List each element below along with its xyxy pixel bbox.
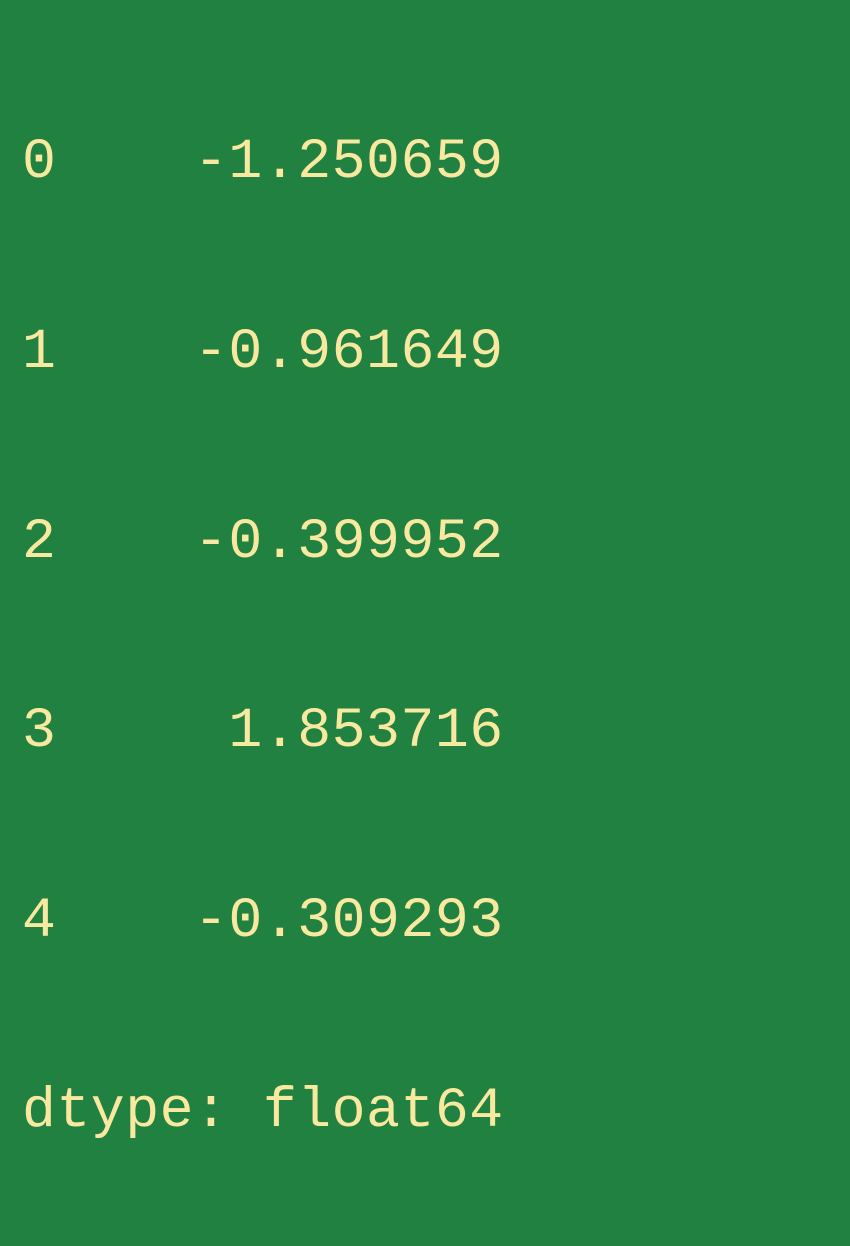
series-value: -0.961649 bbox=[194, 305, 504, 400]
console-output: 0 -1.250659 1 -0.961649 2 -0.399952 3 1.… bbox=[0, 0, 850, 1246]
series-index: 4 bbox=[22, 874, 56, 969]
dtype-line: dtype: float64 bbox=[22, 1064, 850, 1159]
series-head-row: 4 -0.309293 bbox=[22, 874, 850, 969]
series-value: 1.853716 bbox=[194, 684, 504, 779]
series-head-row: 3 1.853716 bbox=[22, 684, 850, 779]
series-head-row: 0 -1.250659 bbox=[22, 115, 850, 210]
series-index: 3 bbox=[22, 684, 56, 779]
series-index: 0 bbox=[22, 115, 56, 210]
series-value: -0.309293 bbox=[194, 874, 504, 969]
series-value: -1.250659 bbox=[194, 115, 504, 210]
series-head-row: 1 -0.961649 bbox=[22, 305, 850, 400]
series-head-row: 2 -0.399952 bbox=[22, 495, 850, 590]
series-value: -0.399952 bbox=[194, 495, 504, 590]
series-index: 1 bbox=[22, 305, 56, 400]
series-index: 2 bbox=[22, 495, 56, 590]
